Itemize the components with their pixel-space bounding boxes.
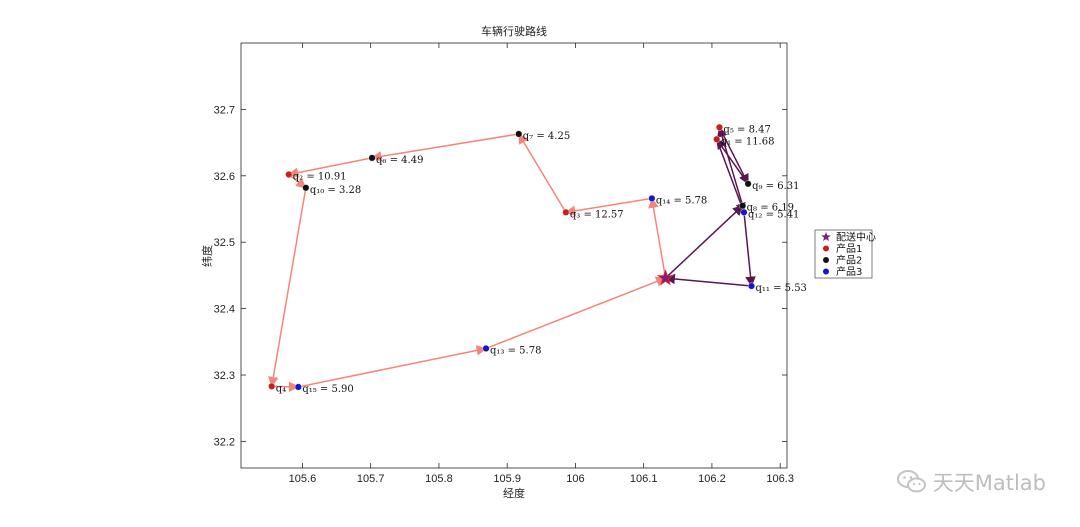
customer-point [648,194,656,202]
customer-point [715,123,723,131]
legend-marker-depot [821,232,831,242]
legend-marker [823,257,829,263]
route-segment [648,197,667,279]
route-segment [715,139,746,214]
point-label: q₃ = 12.57 [570,209,624,220]
point-label: q₆ = 4.49 [376,155,423,166]
customer-point [740,208,748,216]
route-segment [271,381,300,392]
legend-marker [823,245,829,252]
legend-marker [823,268,829,275]
point-label: q₅ = 8.47 [723,124,770,135]
route-segment [564,197,652,217]
point-label: q₁₃ = 5.78 [490,345,541,356]
point-label: q₁₁ = 5.53 [756,283,807,294]
customer-point [562,208,570,216]
customer-point [285,170,293,178]
customer-point [744,180,752,188]
route-segment [518,133,567,213]
point-label: q₄ [276,383,286,394]
y-axis-title: 纬度 [200,245,214,267]
x-tick-label: 106.3 [766,473,794,485]
customer-point [482,344,490,352]
legend-label: 产品3 [836,265,862,278]
x-tick-label: 106 [566,473,584,485]
y-tick-label: 32.5 [214,237,235,249]
watermark-text: 天天Matlab [932,471,1046,495]
x-tick-label: 106.1 [630,473,658,485]
route-segment [716,138,749,185]
legend-label: 产品2 [836,254,862,267]
route-segment [298,345,488,388]
route-segment [485,276,667,350]
axis-ticks: 105.6 105.7 105.8 105.9 106 106.1 106.2 106.3 32… [214,43,794,485]
route-segment [288,173,307,189]
point-label: q₁₄ = 5.78 [656,195,707,206]
route-segment [268,187,307,388]
legend-label: 产品1 [836,242,862,255]
watermark: 天天Matlab [896,467,1046,497]
customer-point [739,202,747,210]
point-label: q₂ = 10.91 [293,171,347,182]
x-tick-label: 106.2 [698,473,726,485]
customer-point [748,282,756,290]
route-lines [268,126,756,392]
y-tick-label: 32.4 [214,304,235,316]
customer-point [713,135,721,143]
route-segment [665,204,744,279]
point-label: q₉ = 6.31 [752,181,799,192]
x-tick-label: 105.6 [289,473,317,485]
point-label: q₈ = 6.19 [747,203,794,214]
chart-title: 车辆行驶路线 [481,24,547,38]
customer-points [268,123,756,391]
y-tick-label: 32.2 [214,436,235,448]
route-segment [718,126,749,185]
legend-label: 配送中心 [836,231,876,244]
depot-star [656,269,675,286]
x-tick-label: 105.9 [493,473,521,485]
point-label: q₇ = 4.25 [523,131,570,142]
route-segment [287,157,373,178]
y-tick-label: 32.6 [214,171,235,183]
point-label: q₁₂ = 5.41 [748,209,799,220]
customer-point [294,383,302,391]
y-tick-label: 32.3 [214,370,235,382]
x-axis-title: 经度 [503,486,525,500]
customer-point [302,184,310,192]
route-segment [664,273,752,287]
route-segment [371,133,519,162]
customer-point [368,154,376,162]
wechat-icon [896,470,926,493]
depot [656,269,675,286]
x-tick-label: 105.8 [425,473,453,485]
y-tick-label: 32.7 [214,104,235,116]
x-tick-label: 105.7 [357,473,385,485]
point-label: q₁₅ = 5.90 [302,384,353,395]
plot-area [240,42,788,469]
route-segment [743,212,756,288]
customer-point [515,130,523,138]
point-label: q₁ = 11.68 [721,136,775,147]
customer-point [268,382,276,390]
point-label: q₁₀ = 3.28 [310,185,361,196]
